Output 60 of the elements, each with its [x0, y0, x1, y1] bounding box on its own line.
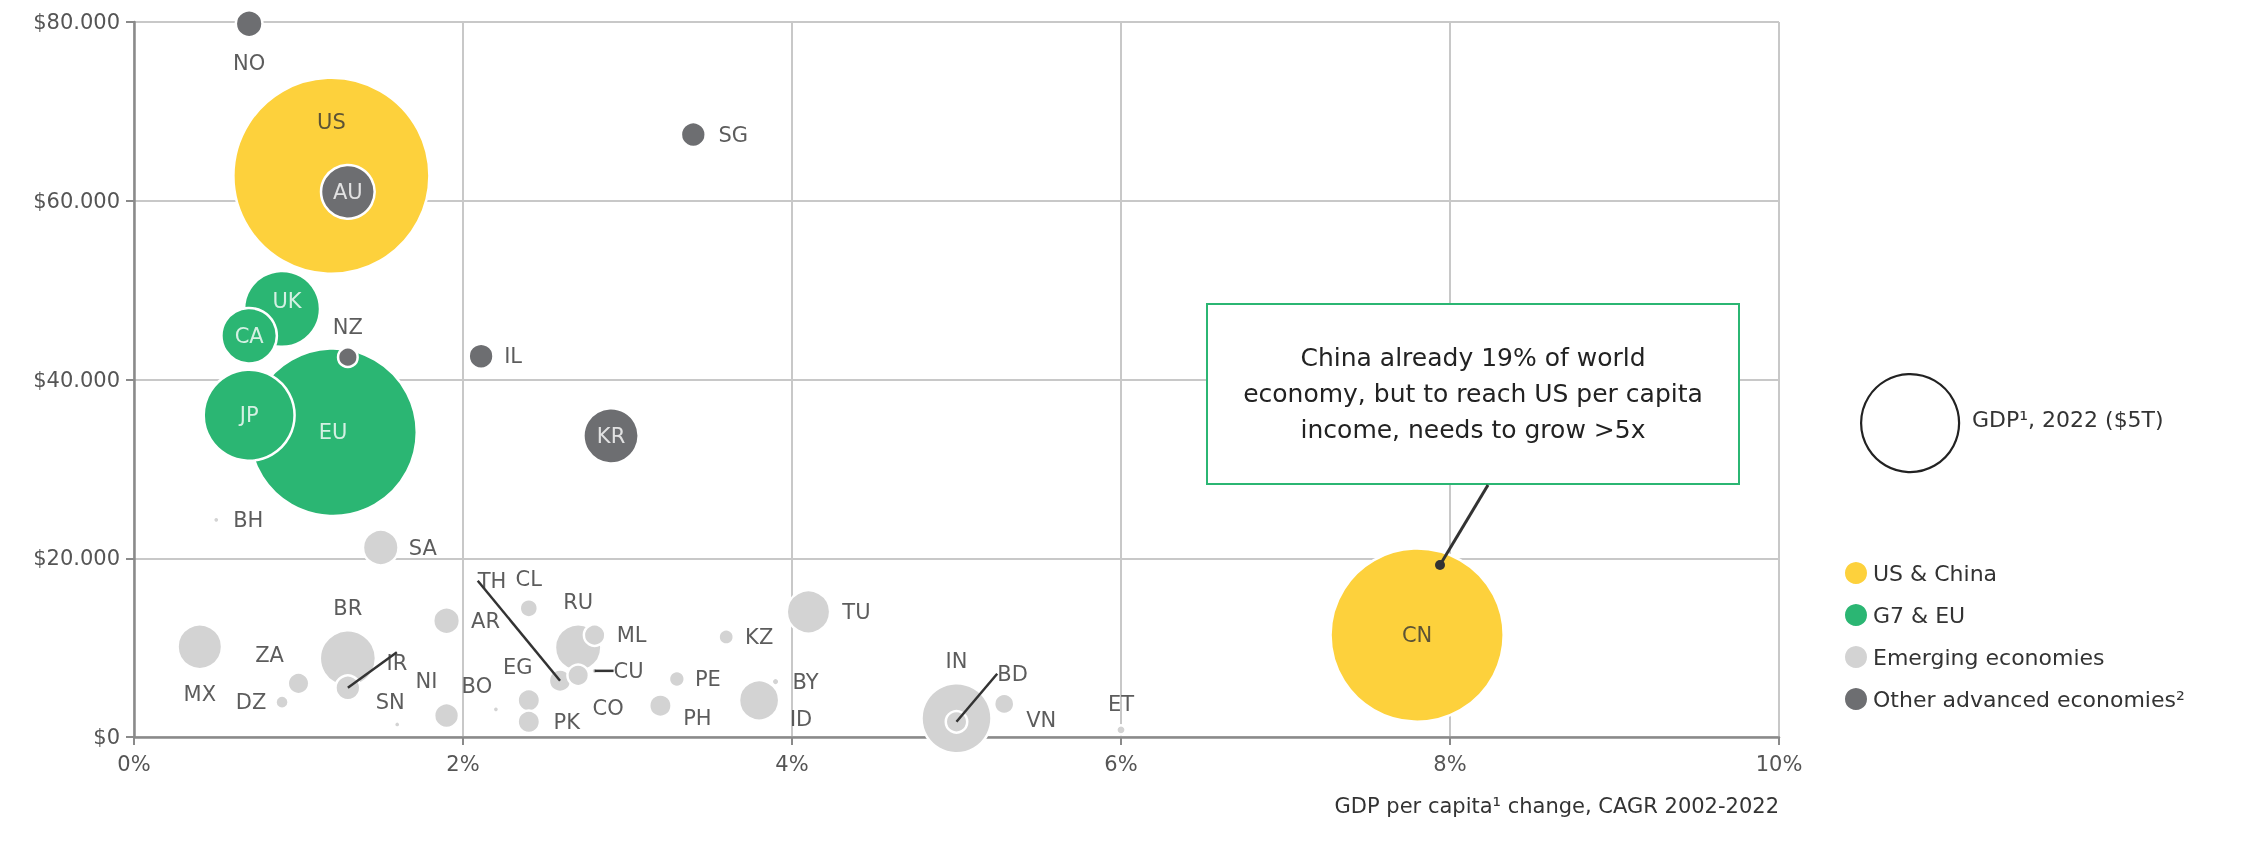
annotation: US — [317, 109, 346, 134]
x-tick-label: 6% — [1104, 751, 1138, 776]
annotation: BH — [233, 507, 264, 532]
y-tick-label: $60.000 — [33, 188, 120, 213]
annotation: ML — [616, 623, 647, 648]
annotation: CU — [613, 658, 644, 683]
annotation: PH — [683, 705, 712, 730]
annotation: IR — [386, 650, 408, 675]
callout-box: China already 19% of world economy, but to reach US per capita income, needs to grow >5x — [1206, 303, 1740, 485]
x-axis-title: GDP per capita¹ change, CAGR 2002-2022 — [1334, 793, 1779, 818]
annotation: China already 19% of world economy, but to reach US per capita income, needs to grow >5x — [1242, 342, 1704, 446]
y-tick-label: $40.000 — [33, 367, 120, 392]
y-tick-label: $80.000 — [33, 10, 120, 34]
annotation: BR — [333, 596, 363, 621]
annotation: AR — [471, 608, 501, 633]
annotation: AU — [332, 179, 363, 204]
annotation: JP — [237, 403, 259, 428]
annotation: TU — [841, 599, 871, 624]
y-tick-label: $0 — [93, 725, 120, 749]
annotation: CA — [234, 323, 265, 348]
annotation: EU — [318, 420, 348, 445]
annotation: UK — [272, 288, 303, 313]
legend-label: GDP¹, 2022 ($5T) — [1972, 406, 2164, 432]
annotation: NZ — [332, 315, 363, 340]
annotation: CN — [1401, 623, 1433, 648]
annotation: CL — [515, 567, 543, 592]
x-tick-label: 0% — [117, 751, 151, 776]
annotation: ID — [789, 707, 813, 732]
legend-label: G7 & EU — [1873, 602, 1966, 628]
annotation: PE — [694, 666, 721, 691]
y-tick-label: $20.000 — [33, 546, 120, 571]
annotation: NO — [233, 50, 266, 75]
annotation: ZA — [255, 643, 285, 668]
annotation: MX — [183, 681, 217, 706]
annotation: SN — [375, 690, 405, 715]
annotation: PK — [553, 709, 582, 734]
annotation: TH — [476, 568, 507, 593]
x-tick-label: 8% — [1433, 751, 1467, 776]
x-tick-label: 4% — [775, 751, 809, 776]
annotation: DZ — [235, 690, 267, 715]
x-tick-label: 2% — [446, 751, 480, 776]
annotation: BD — [997, 661, 1028, 686]
legend-label: US & China — [1873, 560, 1998, 586]
annotation: KZ — [745, 624, 774, 649]
annotation: KR — [596, 423, 626, 448]
legend-label: Emerging economies — [1873, 644, 2105, 670]
annotation: ET — [1107, 691, 1135, 716]
legend-label: Other advanced economies² — [1873, 686, 2185, 712]
annotation: SA — [408, 535, 438, 560]
annotation: CO — [592, 696, 624, 721]
x-tick-label: 10% — [1755, 751, 1803, 776]
annotation: BO — [461, 674, 493, 699]
annotation: EG — [503, 655, 533, 680]
annotation: NI — [415, 668, 438, 693]
annotation: VN — [1026, 707, 1057, 732]
annotation: BY — [792, 669, 819, 694]
annotation: SG — [718, 122, 749, 147]
annotation: IL — [504, 344, 523, 369]
annotation: RU — [563, 589, 594, 614]
annotation: IN — [945, 649, 968, 674]
